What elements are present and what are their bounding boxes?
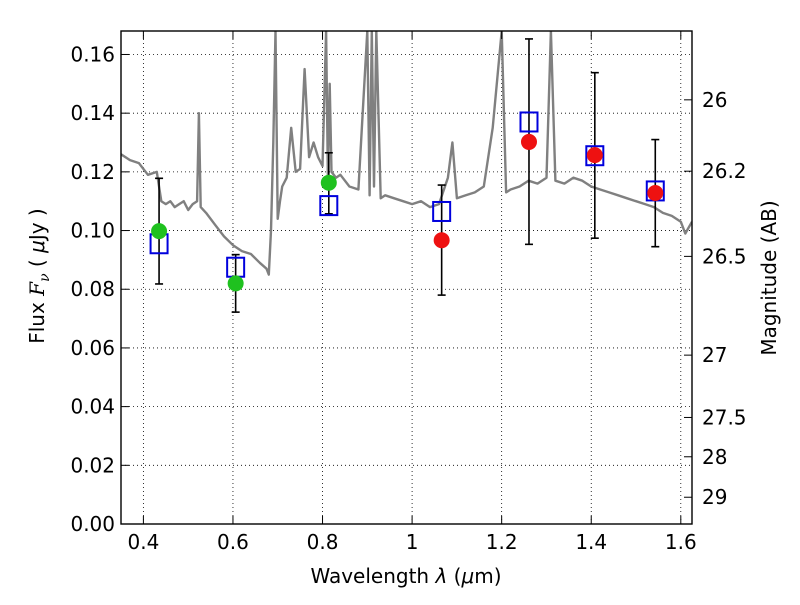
green-data-point <box>227 275 244 292</box>
x-tick-label: 0.8 <box>307 530 339 554</box>
red-data-point <box>520 133 537 150</box>
model-point-square <box>319 195 339 217</box>
y2-tick-label: 26.2 <box>702 159 747 183</box>
y2-tick-label: 27 <box>702 343 727 367</box>
y2-tick-label: 26 <box>702 88 727 112</box>
y-tick-label: 0.00 <box>70 512 115 536</box>
x-tick-label: 1.6 <box>665 530 697 554</box>
y-tick-label: 0.10 <box>70 219 115 243</box>
y-tick-label: 0.04 <box>70 395 115 419</box>
model-point-square <box>519 111 539 133</box>
x-tick-label: 1 <box>406 530 419 554</box>
y-tick-label: 0.12 <box>70 160 115 184</box>
red-data-point <box>647 184 664 201</box>
model-point-square <box>432 200 452 222</box>
error-bars <box>155 38 660 313</box>
tick-labels: 0.4 0.6 0.8 1 1.2 1.4 1.6 0.00 0.02 0.04 0.06 0.08 0… <box>70 42 746 554</box>
green-data-point <box>320 174 337 191</box>
plot-frame <box>120 30 693 525</box>
green-data-point <box>151 223 168 240</box>
tick-marks <box>121 31 692 525</box>
x-tick-label: 0.6 <box>217 530 249 554</box>
red-data-point <box>433 232 450 249</box>
y-tick-label: 0.08 <box>70 277 115 301</box>
y-tick-label: 0.14 <box>70 101 115 125</box>
y2-tick-label: 28 <box>702 445 727 469</box>
data-points <box>149 111 665 292</box>
y2-tick-label: 27.5 <box>702 405 747 429</box>
grid <box>121 31 692 525</box>
y2-axis-title: Magnitude (AB) <box>757 200 781 355</box>
y2-tick-label: 26.5 <box>702 244 747 268</box>
x-tick-label: 1.2 <box>486 530 518 554</box>
y-tick-label: 0.16 <box>70 42 115 66</box>
template-spectrum-line <box>121 31 692 276</box>
model-point-square <box>585 145 605 167</box>
y-axis-title: Flux Fν ( μJy ) <box>25 208 53 344</box>
plot-border <box>120 30 693 525</box>
x-axis-title: Wavelength λ (μm) <box>310 564 501 588</box>
red-data-point <box>586 147 603 164</box>
template-spectrum <box>121 31 692 276</box>
y-tick-label: 0.02 <box>70 453 115 477</box>
y-tick-label: 0.06 <box>70 336 115 360</box>
x-tick-label: 0.4 <box>127 530 159 554</box>
y2-tick-label: 29 <box>702 485 727 509</box>
x-tick-label: 1.4 <box>575 530 607 554</box>
